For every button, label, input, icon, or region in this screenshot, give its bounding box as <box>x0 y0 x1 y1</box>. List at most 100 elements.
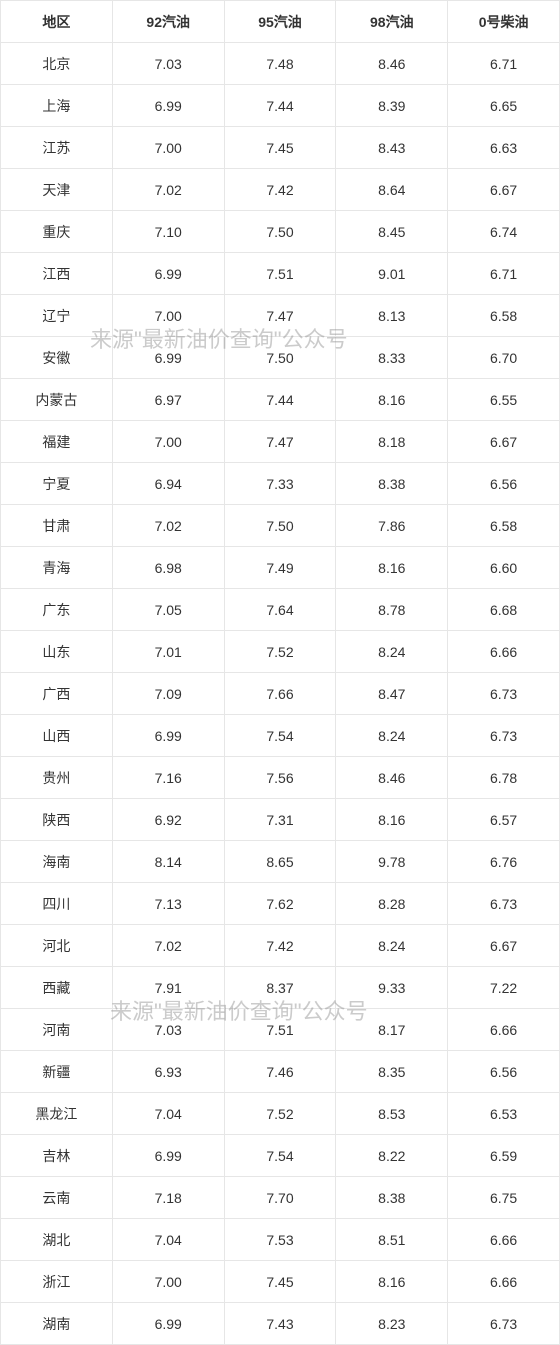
table-row: 陕西6.927.318.166.57 <box>1 799 560 841</box>
region-cell: 西藏 <box>1 967 113 1009</box>
region-cell: 四川 <box>1 883 113 925</box>
price-cell: 7.56 <box>224 757 336 799</box>
table-row: 黑龙江7.047.528.536.53 <box>1 1093 560 1135</box>
region-cell: 江西 <box>1 253 113 295</box>
price-cell: 6.68 <box>448 589 560 631</box>
price-cell: 6.67 <box>448 169 560 211</box>
price-cell: 6.97 <box>112 379 224 421</box>
table-row: 海南8.148.659.786.76 <box>1 841 560 883</box>
region-cell: 辽宁 <box>1 295 113 337</box>
price-cell: 7.10 <box>112 211 224 253</box>
price-cell: 6.98 <box>112 547 224 589</box>
price-cell: 7.00 <box>112 1261 224 1303</box>
table-row: 重庆7.107.508.456.74 <box>1 211 560 253</box>
region-cell: 湖南 <box>1 1303 113 1345</box>
price-cell: 7.02 <box>112 505 224 547</box>
price-cell: 7.54 <box>224 715 336 757</box>
price-cell: 6.58 <box>448 505 560 547</box>
price-cell: 6.73 <box>448 883 560 925</box>
price-cell: 7.50 <box>224 337 336 379</box>
price-cell: 7.49 <box>224 547 336 589</box>
price-cell: 8.45 <box>336 211 448 253</box>
price-cell: 7.70 <box>224 1177 336 1219</box>
table-row: 西藏7.918.379.337.22 <box>1 967 560 1009</box>
region-cell: 山东 <box>1 631 113 673</box>
price-cell: 8.13 <box>336 295 448 337</box>
region-cell: 青海 <box>1 547 113 589</box>
price-cell: 6.76 <box>448 841 560 883</box>
table-row: 宁夏6.947.338.386.56 <box>1 463 560 505</box>
price-cell: 8.22 <box>336 1135 448 1177</box>
region-cell: 广西 <box>1 673 113 715</box>
price-cell: 8.78 <box>336 589 448 631</box>
price-cell: 6.63 <box>448 127 560 169</box>
region-cell: 上海 <box>1 85 113 127</box>
region-cell: 甘肃 <box>1 505 113 547</box>
price-cell: 6.66 <box>448 1219 560 1261</box>
region-cell: 安徽 <box>1 337 113 379</box>
region-cell: 河南 <box>1 1009 113 1051</box>
region-cell: 天津 <box>1 169 113 211</box>
table-row: 山西6.997.548.246.73 <box>1 715 560 757</box>
price-cell: 7.02 <box>112 169 224 211</box>
price-cell: 7.42 <box>224 925 336 967</box>
region-cell: 湖北 <box>1 1219 113 1261</box>
price-cell: 8.24 <box>336 925 448 967</box>
price-cell: 9.01 <box>336 253 448 295</box>
price-cell: 6.56 <box>448 1051 560 1093</box>
region-cell: 浙江 <box>1 1261 113 1303</box>
region-cell: 江苏 <box>1 127 113 169</box>
price-cell: 7.31 <box>224 799 336 841</box>
price-cell: 7.03 <box>112 43 224 85</box>
table-body: 北京7.037.488.466.71上海6.997.448.396.65江苏7.… <box>1 43 560 1345</box>
price-cell: 7.00 <box>112 421 224 463</box>
region-cell: 重庆 <box>1 211 113 253</box>
price-cell: 7.46 <box>224 1051 336 1093</box>
price-cell: 8.14 <box>112 841 224 883</box>
price-cell: 6.99 <box>112 1303 224 1345</box>
price-cell: 7.48 <box>224 43 336 85</box>
price-cell: 8.33 <box>336 337 448 379</box>
fuel-price-table: 地区 92汽油 95汽油 98汽油 0号柴油 北京7.037.488.466.7… <box>0 0 560 1345</box>
price-cell: 6.73 <box>448 1303 560 1345</box>
price-cell: 6.73 <box>448 673 560 715</box>
price-cell: 8.17 <box>336 1009 448 1051</box>
price-cell: 9.33 <box>336 967 448 1009</box>
table-row: 浙江7.007.458.166.66 <box>1 1261 560 1303</box>
price-cell: 6.75 <box>448 1177 560 1219</box>
table-row: 北京7.037.488.466.71 <box>1 43 560 85</box>
table-row: 辽宁7.007.478.136.58 <box>1 295 560 337</box>
table-row: 广西7.097.668.476.73 <box>1 673 560 715</box>
price-cell: 6.56 <box>448 463 560 505</box>
table-row: 云南7.187.708.386.75 <box>1 1177 560 1219</box>
table-row: 江西6.997.519.016.71 <box>1 253 560 295</box>
price-cell: 7.05 <box>112 589 224 631</box>
table-row: 吉林6.997.548.226.59 <box>1 1135 560 1177</box>
price-cell: 7.43 <box>224 1303 336 1345</box>
table-row: 上海6.997.448.396.65 <box>1 85 560 127</box>
price-cell: 7.04 <box>112 1093 224 1135</box>
table-row: 天津7.027.428.646.67 <box>1 169 560 211</box>
table-row: 安徽6.997.508.336.70 <box>1 337 560 379</box>
price-cell: 6.78 <box>448 757 560 799</box>
region-cell: 山西 <box>1 715 113 757</box>
region-cell: 海南 <box>1 841 113 883</box>
price-cell: 6.67 <box>448 925 560 967</box>
table-row: 山东7.017.528.246.66 <box>1 631 560 673</box>
price-cell: 8.38 <box>336 1177 448 1219</box>
price-cell: 6.67 <box>448 421 560 463</box>
price-cell: 6.57 <box>448 799 560 841</box>
price-cell: 7.62 <box>224 883 336 925</box>
price-cell: 6.60 <box>448 547 560 589</box>
region-cell: 新疆 <box>1 1051 113 1093</box>
price-cell: 8.38 <box>336 463 448 505</box>
price-cell: 7.03 <box>112 1009 224 1051</box>
price-cell: 6.99 <box>112 1135 224 1177</box>
price-cell: 7.47 <box>224 421 336 463</box>
price-cell: 6.55 <box>448 379 560 421</box>
region-cell: 广东 <box>1 589 113 631</box>
table-row: 湖南6.997.438.236.73 <box>1 1303 560 1345</box>
price-cell: 6.71 <box>448 253 560 295</box>
price-cell: 7.33 <box>224 463 336 505</box>
price-cell: 6.99 <box>112 715 224 757</box>
